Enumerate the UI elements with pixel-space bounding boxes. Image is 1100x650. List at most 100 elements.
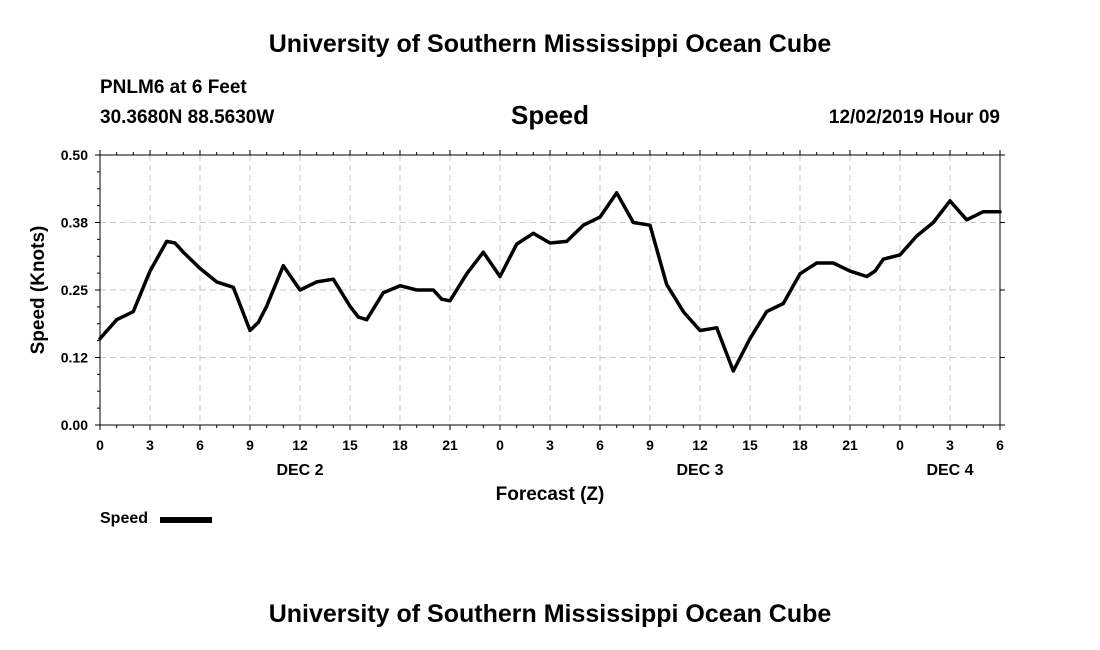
data-point	[348, 304, 352, 308]
x-tick-label: 3	[146, 437, 154, 453]
legend-label: Speed	[100, 510, 149, 527]
date-label: DEC 2	[276, 462, 323, 479]
data-point	[631, 221, 635, 224]
data-point	[365, 318, 369, 322]
data-point	[798, 272, 802, 276]
data-point	[181, 250, 185, 254]
x-axis: 0 3 6 9 12 15 18 21 0 3 6 9 12 15 18 21 0 3 6	[96, 150, 1004, 453]
x-tick-label: 15	[342, 437, 358, 453]
y-tick-label: 0.38	[61, 215, 88, 231]
x-tick-label: 0	[896, 437, 904, 453]
data-point	[448, 299, 452, 303]
data-point	[265, 304, 269, 308]
x-axis-label: Forecast (Z)	[496, 484, 605, 505]
station-name: PNLM6 at 6 Feet	[100, 77, 247, 98]
data-point	[148, 269, 152, 273]
data-point	[848, 269, 852, 273]
data-point	[898, 253, 902, 257]
data-point	[881, 257, 885, 261]
data-point	[715, 326, 719, 330]
x-tick-label: 6	[196, 437, 204, 453]
data-point	[681, 310, 685, 314]
x-tick-label: 18	[792, 437, 808, 453]
data-point	[215, 280, 219, 284]
data-point	[115, 318, 119, 322]
y-axis: 0.00 0.12 0.25 0.38 0.50	[61, 147, 1005, 433]
data-point	[256, 320, 260, 324]
y-tick-label: 0.25	[61, 282, 88, 298]
y-tick-label: 0.12	[61, 350, 88, 366]
data-point	[173, 241, 177, 245]
data-point	[698, 329, 702, 332]
date-labels: DEC 2 DEC 3 DEC 4	[276, 462, 973, 479]
data-point	[465, 272, 469, 276]
station-coords: 30.3680N 88.5630W	[100, 107, 275, 128]
x-tick-label: 9	[246, 437, 254, 453]
x-tick-label: 6	[996, 437, 1004, 453]
data-point	[415, 288, 419, 292]
series-line-speed	[98, 191, 1002, 373]
x-tick-label: 18	[392, 437, 408, 453]
y-axis-label: Speed (Knots)	[28, 226, 49, 355]
data-point	[873, 269, 877, 273]
data-point	[781, 302, 785, 305]
data-point	[398, 284, 402, 288]
data-point	[598, 215, 602, 219]
data-point	[315, 280, 319, 284]
data-point	[731, 369, 735, 373]
x-tick-label: 6	[596, 437, 604, 453]
series-group	[98, 191, 1002, 373]
x-tick-label: 0	[496, 437, 504, 453]
x-tick-label: 0	[96, 437, 104, 453]
x-tick-label: 3	[946, 437, 954, 453]
x-tick-label: 12	[292, 437, 308, 453]
data-point	[281, 264, 285, 268]
variable-title: Speed	[510, 100, 590, 130]
data-point	[648, 223, 652, 227]
data-point	[498, 275, 502, 278]
data-point	[431, 288, 435, 292]
data-point	[981, 210, 985, 214]
data-point	[131, 310, 135, 314]
data-point	[298, 288, 302, 292]
data-point	[165, 239, 169, 243]
banner-bottom: University of Southern Mississippi Ocean…	[268, 600, 832, 628]
data-point	[665, 283, 669, 287]
data-point	[765, 310, 769, 314]
data-point	[565, 239, 569, 243]
data-point	[331, 277, 335, 281]
legend-line-swatch	[160, 517, 212, 523]
data-point	[515, 242, 519, 246]
data-point	[440, 297, 444, 301]
data-point	[831, 261, 835, 265]
data-point	[615, 191, 619, 195]
data-point	[531, 231, 535, 235]
data-point	[248, 329, 252, 332]
data-point	[815, 261, 819, 265]
data-point	[965, 218, 969, 222]
data-point	[581, 223, 585, 227]
data-point	[948, 199, 952, 203]
banner-top: University of Southern Mississippi Ocean…	[268, 30, 832, 58]
data-point	[998, 210, 1002, 214]
data-point	[915, 234, 919, 238]
issue-time: 12/02/2019 Hour 09	[828, 107, 1000, 128]
x-tick-label: 21	[442, 437, 458, 453]
x-tick-label: 3	[546, 437, 554, 453]
x-tick-label: 15	[742, 437, 758, 453]
data-point	[748, 337, 752, 341]
x-tick-label: 9	[646, 437, 654, 453]
date-label: DEC 4	[926, 462, 973, 479]
data-point	[231, 285, 235, 289]
data-point	[931, 221, 935, 224]
data-point	[481, 250, 485, 254]
x-tick-label: 21	[842, 437, 858, 453]
data-point	[98, 337, 102, 341]
data-point	[356, 315, 360, 319]
data-point	[865, 275, 869, 278]
data-point	[198, 266, 202, 270]
data-point	[548, 241, 552, 245]
x-tick-label: 12	[692, 437, 708, 453]
date-label: DEC 3	[676, 462, 723, 479]
